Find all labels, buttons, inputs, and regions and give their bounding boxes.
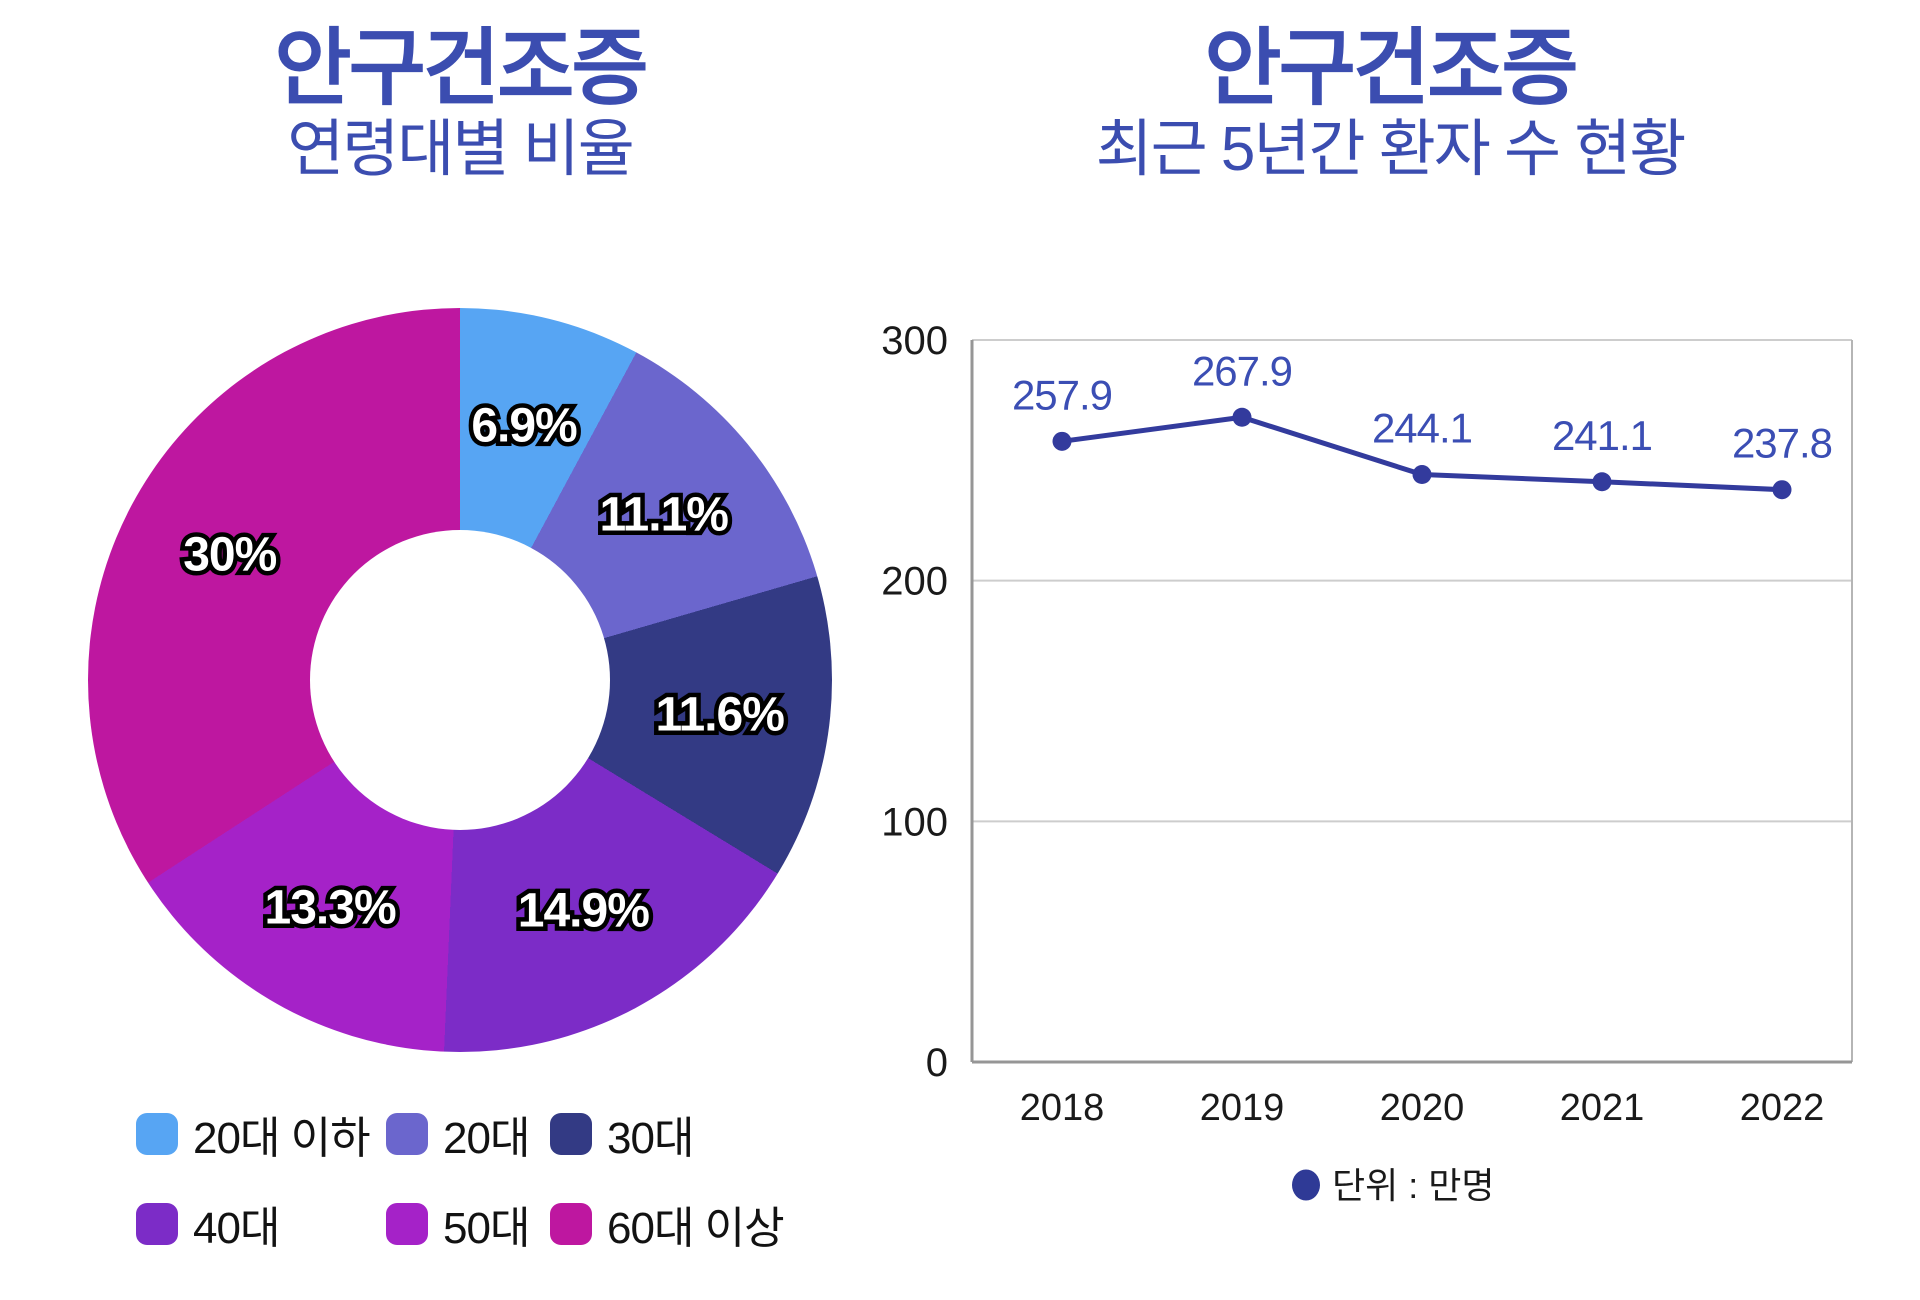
slice-label: 13.3% — [260, 877, 401, 939]
data-value-label: 244.1 — [1372, 405, 1472, 452]
slice-label: 6.9% — [467, 395, 582, 457]
left-chart-subtitle: 연령대별 비율 — [287, 115, 634, 185]
legend-item: 50대 — [386, 1192, 550, 1256]
legend-swatch-icon — [136, 1203, 178, 1245]
legend-label: 50대 — [443, 1204, 530, 1253]
legend-swatch-icon — [550, 1203, 592, 1245]
legend-dot-icon — [1292, 1169, 1320, 1201]
x-axis-label: 2021 — [1560, 1087, 1645, 1129]
slice-label: 11.1% — [595, 484, 733, 546]
right-chart-title: 안구건조증 — [1204, 21, 1578, 115]
pie-chart-panel: 안구건조증 연령대별 비율 6.9%11.1% 11.6% 14.9% 13.3% 30… — [0, 0, 920, 1300]
legend-item: 30대 — [550, 1102, 784, 1166]
left-chart-title: 안구건조증 — [274, 21, 648, 115]
legend-item: 20대 — [386, 1102, 550, 1166]
line-chart: 0 100 200 300 2018 2019 2020 2021 2022 257.9 267.9… — [881, 319, 1853, 1206]
legend-swatch-icon — [386, 1203, 428, 1245]
unit-legend-label: 단위 : 만명 — [1332, 1165, 1495, 1206]
data-point — [1232, 407, 1252, 427]
legend-label: 30대 — [607, 1114, 694, 1163]
legend-item: 60대 이상 — [550, 1192, 785, 1256]
legend-label: 60대 이상 — [607, 1204, 785, 1253]
slice-label: 30% — [179, 524, 282, 586]
legend-label: 40대 — [193, 1204, 280, 1253]
legend-swatch-icon — [550, 1113, 592, 1155]
data-value-label: 241.1 — [1552, 412, 1652, 459]
legend-item: 40대 — [136, 1192, 386, 1256]
data-point — [1412, 465, 1432, 485]
x-axis-label: 2018 — [1020, 1087, 1105, 1129]
data-point — [1052, 431, 1072, 451]
legend-label: 20대 이하 — [193, 1114, 371, 1163]
data-value-label: 237.8 — [1732, 420, 1832, 467]
legend-swatch-icon — [136, 1113, 178, 1155]
line-chart-panel: 안구건조증 최근 5년간 환자 수 현황 0 100 200 300 2018 2019 2… — [870, 0, 1910, 1300]
data-value-label: 267.9 — [1192, 347, 1292, 394]
y-tick-label: 200 — [881, 560, 948, 604]
pie-legend: 20대 이하 20대 30대 40대 50대 60대 이상 — [136, 1102, 785, 1256]
legend-label: 20대 — [443, 1114, 530, 1163]
slice-label: 14.9% — [513, 880, 654, 942]
x-axis-label: 2020 — [1380, 1087, 1465, 1129]
legend-item: 20대 이하 — [136, 1102, 386, 1166]
slice-label: 11.6% — [651, 684, 789, 746]
right-chart-subtitle: 최근 5년간 환자 수 현황 — [1095, 115, 1687, 185]
y-tick-label: 300 — [881, 319, 948, 363]
donut-chart: 6.9%11.1% 11.6% 14.9% 13.3% 30% — [88, 308, 832, 1052]
y-tick-label: 0 — [926, 1041, 948, 1085]
data-point — [1592, 472, 1612, 492]
data-value-label: 257.9 — [1012, 371, 1112, 418]
y-tick-label: 100 — [881, 800, 948, 844]
legend-swatch-icon — [386, 1113, 428, 1155]
x-axis-label: 2019 — [1200, 1087, 1285, 1129]
data-point — [1772, 480, 1792, 500]
x-axis-label: 2022 — [1740, 1087, 1825, 1129]
